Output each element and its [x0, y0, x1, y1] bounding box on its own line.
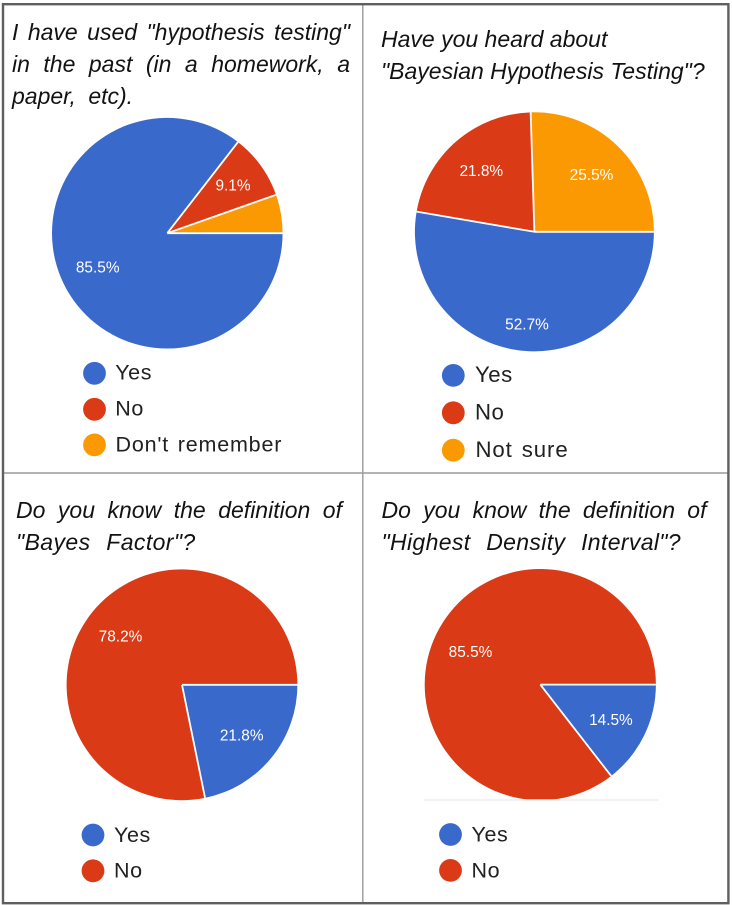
- svg-text:85.5%: 85.5%: [449, 644, 493, 661]
- svg-text:Yes: Yes: [472, 822, 509, 846]
- svg-text:No: No: [475, 400, 504, 425]
- svg-text:No: No: [114, 859, 143, 883]
- svg-text:25.5%: 25.5%: [570, 167, 614, 184]
- svg-text:85.5%: 85.5%: [76, 260, 120, 277]
- svg-text:Not sure: Not sure: [476, 437, 569, 462]
- svg-text:14.5%: 14.5%: [589, 712, 633, 729]
- svg-text:Yes: Yes: [114, 823, 151, 847]
- svg-text:No: No: [472, 858, 501, 882]
- svg-text:21.8%: 21.8%: [459, 163, 503, 180]
- svg-text:21.8%: 21.8%: [220, 728, 264, 745]
- svg-text:Yes: Yes: [115, 361, 152, 385]
- svg-text:9.1%: 9.1%: [215, 178, 250, 195]
- svg-text:52.7%: 52.7%: [505, 316, 549, 333]
- svg-text:Don't remember: Don't remember: [116, 433, 283, 457]
- svg-text:Yes: Yes: [475, 362, 513, 387]
- svg-text:No: No: [115, 397, 144, 421]
- svg-text:78.2%: 78.2%: [99, 628, 143, 645]
